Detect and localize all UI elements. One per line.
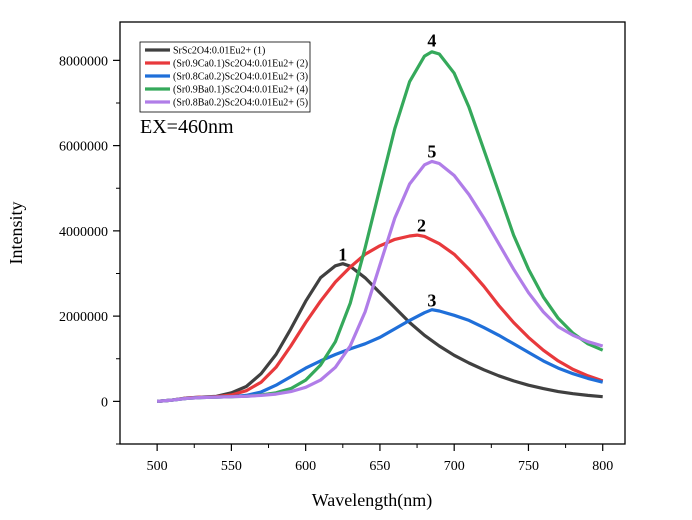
x-tick-label: 650: [369, 459, 390, 474]
peak-labels: 1 2 3 4 5: [338, 31, 436, 311]
y-tick-label: 0: [101, 395, 108, 410]
legend-label-4: (Sr0.9Ba0.1)Sc2O4:0.01Eu2+ (4): [173, 85, 308, 96]
legend: SrSc2O4:0.01Eu2+ (1) (Sr0.9Ca0.1)Sc2O4:0.…: [139, 41, 311, 113]
x-tick-label: 800: [592, 459, 613, 474]
y-tick-label: 6000000: [59, 140, 108, 155]
peak-label-5: 5: [427, 142, 436, 162]
x-axis: 500 550 600 650 700 750 800: [147, 444, 613, 474]
legend-label-5: (Sr0.8Ba0.2)Sc2O4:0.01Eu2+ (5): [173, 98, 308, 109]
x-tick-label: 700: [444, 459, 465, 474]
x-tick-label: 500: [147, 459, 168, 474]
legend-label-3: (Sr0.8Ca0.2)Sc2O4:0.01Eu2+ (3): [173, 72, 308, 83]
peak-label-4: 4: [427, 31, 436, 51]
series-line-5: [156, 159, 604, 403]
legend-label-1: SrSc2O4:0.01Eu2+ (1): [173, 46, 265, 57]
y-tick-label: 2000000: [59, 310, 108, 325]
series-layer: [156, 50, 604, 403]
legend-label-2: (Sr0.9Ca0.1)Sc2O4:0.01Eu2+ (2): [173, 59, 308, 70]
x-tick-label: 750: [518, 459, 539, 474]
peak-label-2: 2: [417, 216, 426, 236]
x-tick-label: 600: [295, 459, 316, 474]
excitation-annotation: EX=460nm: [140, 116, 234, 138]
peak-label-1: 1: [338, 245, 347, 265]
y-axis-title: Intensity: [6, 202, 26, 265]
y-axis: 0 2000000 4000000 6000000 8000000: [59, 54, 120, 445]
plot-frame: [119, 21, 626, 445]
y-tick-label: 4000000: [59, 225, 108, 240]
x-tick-label: 550: [221, 459, 242, 474]
y-tick-label: 8000000: [59, 54, 108, 69]
peak-label-3: 3: [427, 290, 436, 310]
x-axis-title: Wavelength(nm): [312, 490, 433, 511]
